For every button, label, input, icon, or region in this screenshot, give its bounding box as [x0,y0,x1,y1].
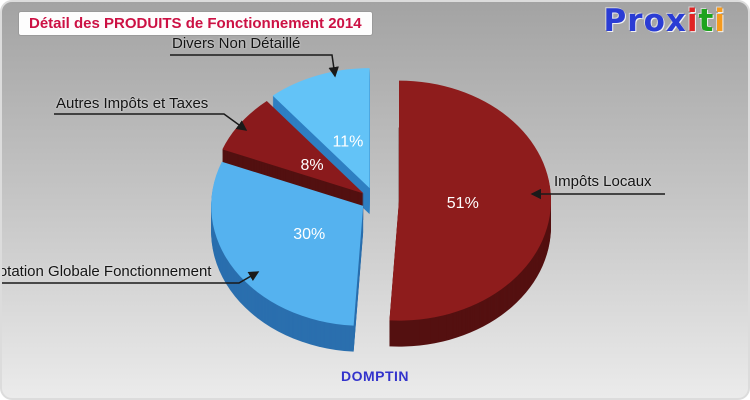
proxiti-logo: Proxiti [604,3,726,39]
pie-slice [389,80,551,321]
slice-label-autres-impots-taxes: Autres Impôts et Taxes [56,95,209,112]
pie-slice [272,68,370,189]
slice-label-divers-non-detaille: Divers Non Détaillé [172,35,301,52]
logo-letter: i [714,3,726,39]
logo-letter: r [627,3,644,39]
callout-line-divers [170,54,339,78]
logo-letter: t [698,3,715,39]
pie-slice-percent-label: 8% [300,157,323,174]
logo-letter: o [643,3,666,39]
pie-slice [222,101,364,194]
chart-title: Détail des PRODUITS de Fonctionnement 20… [18,11,373,36]
callout-line-dotation [2,271,260,284]
commune-name: DOMPTIN [340,368,410,384]
logo-letter: P [603,3,628,39]
pie-slice-percent-label: 11% [333,134,364,151]
logo-letter: x [665,3,687,39]
callout-line-autres [54,113,248,131]
logo-letter: i [686,3,699,39]
pie-slice-percent-label: 51% [447,195,479,212]
slice-label-impots-locaux: Impôts Locaux [554,173,652,190]
pie-slice-percent-label: 30% [293,226,325,243]
slice-label-dotation-globale: Dotation Globale Fonctionnement [0,263,212,280]
pie-slice [211,161,364,326]
